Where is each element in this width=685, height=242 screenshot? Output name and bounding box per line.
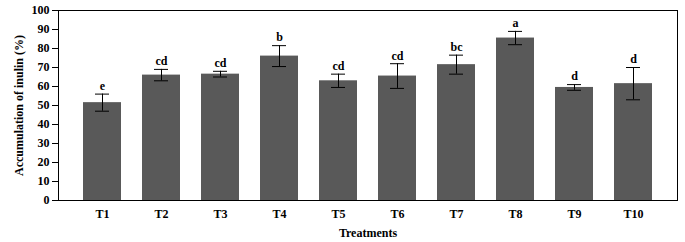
svg-text:30: 30 — [38, 136, 50, 150]
svg-text:cd: cd — [215, 56, 227, 70]
svg-text:T8: T8 — [508, 207, 522, 221]
svg-text:T3: T3 — [213, 207, 227, 221]
svg-text:10: 10 — [38, 174, 50, 188]
svg-text:b: b — [276, 30, 283, 44]
svg-text:T9: T9 — [567, 207, 581, 221]
svg-text:T4: T4 — [272, 207, 286, 221]
svg-text:20: 20 — [38, 155, 50, 169]
svg-text:90: 90 — [38, 22, 50, 36]
svg-text:Treatments: Treatments — [339, 226, 398, 240]
svg-text:d: d — [630, 52, 637, 66]
svg-text:d: d — [571, 69, 578, 83]
svg-text:60: 60 — [38, 79, 50, 93]
svg-text:Accumulation of inulin (%): Accumulation of inulin (%) — [12, 35, 26, 176]
svg-text:T2: T2 — [154, 207, 168, 221]
svg-text:cd: cd — [392, 49, 404, 63]
svg-text:70: 70 — [38, 60, 50, 74]
svg-text:T6: T6 — [390, 207, 404, 221]
svg-text:50: 50 — [38, 98, 50, 112]
svg-text:T7: T7 — [449, 207, 463, 221]
svg-text:0: 0 — [44, 193, 50, 207]
svg-text:T5: T5 — [331, 207, 345, 221]
svg-text:80: 80 — [38, 41, 50, 55]
svg-text:cd: cd — [333, 59, 345, 73]
svg-text:a: a — [513, 16, 519, 30]
svg-text:T10: T10 — [623, 207, 643, 221]
svg-text:e: e — [100, 79, 106, 93]
svg-text:bc: bc — [451, 40, 464, 54]
svg-text:40: 40 — [38, 117, 50, 131]
svg-text:100: 100 — [32, 3, 50, 17]
svg-text:T1: T1 — [95, 207, 109, 221]
svg-text:cd: cd — [156, 54, 168, 68]
